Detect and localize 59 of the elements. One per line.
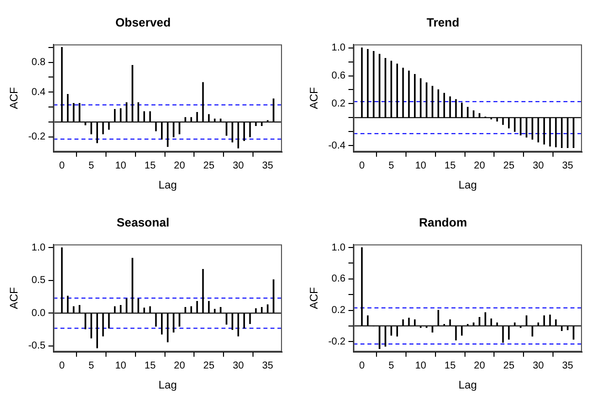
x-tick-label: 35 <box>562 360 574 372</box>
x-tick-label: 25 <box>203 360 215 372</box>
x-tick-label: 35 <box>262 160 274 172</box>
x-tick-label: 25 <box>503 160 515 172</box>
y-tick-label: -0.2 <box>328 336 346 348</box>
y-tick-label: 0.6 <box>332 70 346 82</box>
y-tick-label: 0.2 <box>332 98 346 110</box>
x-tick-label: 20 <box>474 160 486 172</box>
x-tick-label: 20 <box>174 160 186 172</box>
y-tick-label: 0.2 <box>332 305 346 316</box>
x-tick-label: 10 <box>115 160 127 172</box>
y-tick-label: 0.8 <box>32 57 46 68</box>
x-tick-label: 10 <box>415 160 427 172</box>
x-axis-title: Lag <box>158 379 177 392</box>
x-tick-label: 15 <box>444 160 456 172</box>
x-tick-label: 10 <box>115 360 127 372</box>
x-tick-label: 15 <box>444 360 456 372</box>
x-axis-title: Lag <box>458 379 477 392</box>
x-tick-label: 30 <box>532 160 544 172</box>
y-axis-title: ACF <box>308 86 321 110</box>
chart-title: Observed <box>115 16 171 30</box>
x-tick-label: 5 <box>88 160 95 172</box>
x-tick-label: 5 <box>88 360 95 372</box>
x-tick-label: 20 <box>474 360 486 372</box>
x-tick-label: 10 <box>415 360 427 372</box>
x-tick-label: 20 <box>174 360 186 372</box>
x-tick-label: 0 <box>59 160 66 172</box>
y-tick-label: 0.5 <box>32 275 46 286</box>
x-tick-label: 0 <box>59 360 66 372</box>
y-axis-title: ACF <box>308 286 321 310</box>
x-tick-label: 30 <box>232 160 244 172</box>
x-tick-label: 15 <box>144 160 156 172</box>
chart-title: Seasonal <box>116 216 170 230</box>
chart-title: Trend <box>426 16 460 30</box>
y-axis-title: ACF <box>8 86 21 110</box>
y-tick-label: 0.4 <box>32 86 46 98</box>
x-tick-label: 5 <box>388 160 395 172</box>
y-tick-label: 1.0 <box>332 242 346 254</box>
x-tick-label: 35 <box>562 160 574 172</box>
y-tick-label: -0.5 <box>28 340 46 352</box>
y-tick-label: 1.0 <box>332 42 346 54</box>
x-tick-label: 30 <box>532 360 544 372</box>
y-tick-label: -0.4 <box>328 140 346 152</box>
x-tick-label: 30 <box>232 360 244 372</box>
x-tick-label: 0 <box>359 360 366 372</box>
x-tick-label: 25 <box>503 360 515 372</box>
x-tick-label: 35 <box>262 360 274 372</box>
x-tick-label: 15 <box>144 360 156 372</box>
y-tick-label: 0.6 <box>332 274 346 285</box>
y-axis-title: ACF <box>8 286 21 310</box>
x-axis-title: Lag <box>158 179 177 192</box>
y-tick-label: -0.2 <box>28 132 46 143</box>
y-tick-label: 1.0 <box>32 242 46 254</box>
x-tick-label: 0 <box>359 160 366 172</box>
chart-title: Random <box>419 216 467 230</box>
x-tick-label: 25 <box>203 160 215 172</box>
x-axis-title: Lag <box>458 179 477 192</box>
y-tick-label: 0.0 <box>32 308 46 319</box>
x-tick-label: 5 <box>388 360 395 372</box>
